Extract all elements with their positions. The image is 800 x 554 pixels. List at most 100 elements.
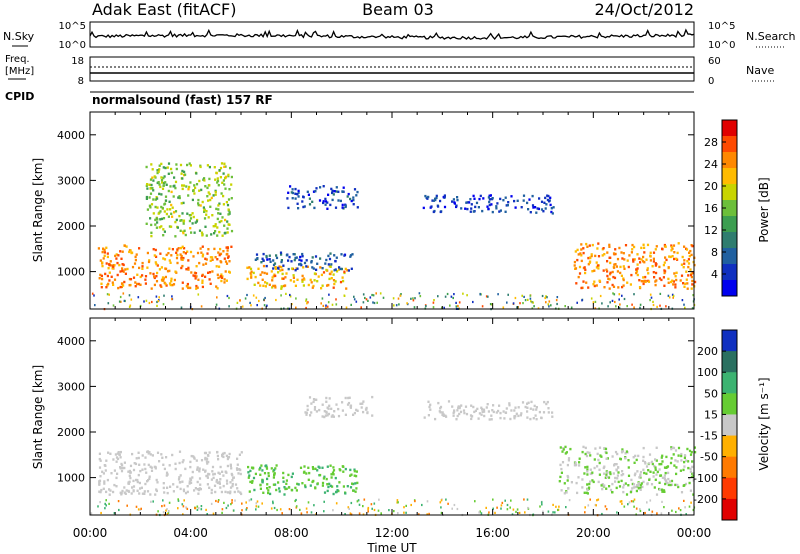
heatmap-cell [206, 457, 209, 460]
heatmap-cell [169, 283, 172, 287]
heatmap-cell [609, 488, 613, 492]
heatmap-cell [615, 469, 618, 472]
heatmap-cell [180, 306, 183, 309]
heatmap-cell [458, 301, 461, 304]
heatmap-cell [181, 503, 184, 506]
heatmap-cell [259, 284, 262, 287]
heatmap-cell [240, 492, 243, 496]
heatmap-cell [608, 245, 611, 248]
heatmap-cell [212, 194, 215, 197]
heatmap-cell [618, 306, 621, 309]
heatmap-cell [166, 270, 170, 273]
heatmap-cell [513, 415, 516, 418]
heatmap-cell [138, 266, 141, 270]
heatmap-cell [193, 274, 196, 278]
heatmap-cell [598, 461, 601, 465]
heatmap-cell [311, 266, 314, 269]
heatmap-cell [654, 248, 657, 251]
heatmap-cell [351, 482, 354, 485]
heatmap-cell [348, 396, 351, 399]
y-tick-label: 3000 [57, 380, 85, 393]
heatmap-cell [567, 476, 570, 479]
heatmap-cell [109, 452, 112, 455]
heatmap-cell [209, 256, 212, 259]
heatmap-cell [329, 464, 332, 467]
heatmap-cell [298, 258, 301, 262]
heatmap-cell [149, 272, 152, 275]
heatmap-cell [177, 507, 179, 510]
heatmap-cell [340, 253, 343, 256]
heatmap-cell [656, 512, 658, 515]
heatmap-cell [237, 472, 240, 475]
heatmap-cell [207, 454, 210, 457]
heatmap-cell [285, 482, 288, 485]
heatmap-cell [250, 304, 252, 307]
heatmap-cell [226, 203, 230, 207]
heatmap-cell [214, 178, 217, 181]
y-tick-label: 4000 [57, 335, 85, 348]
heatmap-cell [137, 473, 140, 477]
heatmap-cell [535, 211, 538, 214]
heatmap-cell [516, 306, 518, 309]
heatmap-cell [310, 402, 313, 405]
heatmap-cell [219, 212, 222, 215]
heatmap-cell [154, 218, 157, 222]
heatmap-cell [642, 468, 645, 471]
heatmap-cell [647, 280, 651, 283]
heatmap-cell [326, 207, 329, 210]
heatmap-cell [201, 255, 204, 258]
heatmap-cell [569, 447, 572, 451]
heatmap-cell [245, 501, 247, 504]
heatmap-cell [206, 462, 209, 465]
heatmap-cell [479, 194, 482, 198]
heatmap-cell [112, 283, 115, 286]
heatmap-cell [326, 305, 329, 308]
heatmap-cell [252, 476, 256, 480]
heatmap-cell [227, 456, 231, 459]
heatmap-cell [314, 190, 317, 193]
heatmap-cell [248, 499, 251, 502]
heatmap-cell [169, 185, 172, 188]
heatmap-cell [477, 417, 480, 420]
heatmap-cell [495, 205, 498, 208]
heatmap-cell [287, 206, 290, 210]
heatmap-cell [110, 472, 113, 475]
heatmap-cell [497, 409, 500, 413]
heatmap-cell [686, 260, 689, 263]
heatmap-cell [139, 275, 142, 279]
heatmap-cell [245, 508, 248, 511]
heatmap-cell [291, 197, 294, 200]
heatmap-cell [595, 504, 597, 507]
heatmap-cell [419, 295, 422, 298]
heatmap-cell [335, 256, 338, 259]
heatmap-cell [195, 220, 198, 223]
heatmap-cell [355, 487, 358, 490]
heatmap-cell [480, 406, 483, 409]
heatmap-cell [215, 265, 218, 268]
heatmap-cell [690, 287, 693, 290]
heatmap-cell [168, 464, 171, 467]
heatmap-cell [321, 466, 324, 469]
heatmap-cell [214, 193, 217, 196]
heatmap-cell [216, 273, 219, 276]
heatmap-cell [481, 408, 484, 411]
heatmap-cell [581, 450, 584, 454]
heatmap-cell [182, 222, 185, 225]
heatmap-cell [209, 259, 212, 262]
heatmap-cell [292, 280, 296, 283]
heatmap-cell [173, 211, 176, 214]
noise-right-label: N.Search [746, 30, 796, 43]
heatmap-cell [216, 179, 220, 183]
colorbar-tick-label: 15 [704, 408, 718, 421]
heatmap-cell [281, 272, 284, 276]
heatmap-cell [105, 459, 108, 462]
heatmap-cell [206, 513, 208, 516]
heatmap-cell [643, 261, 646, 264]
heatmap-cell [321, 481, 325, 485]
heatmap-cell [589, 480, 592, 483]
heatmap-cell [171, 215, 174, 218]
heatmap-cell [107, 282, 110, 286]
heatmap-cell [514, 296, 517, 300]
heatmap-cell [281, 268, 284, 272]
heatmap-cell [485, 506, 487, 509]
